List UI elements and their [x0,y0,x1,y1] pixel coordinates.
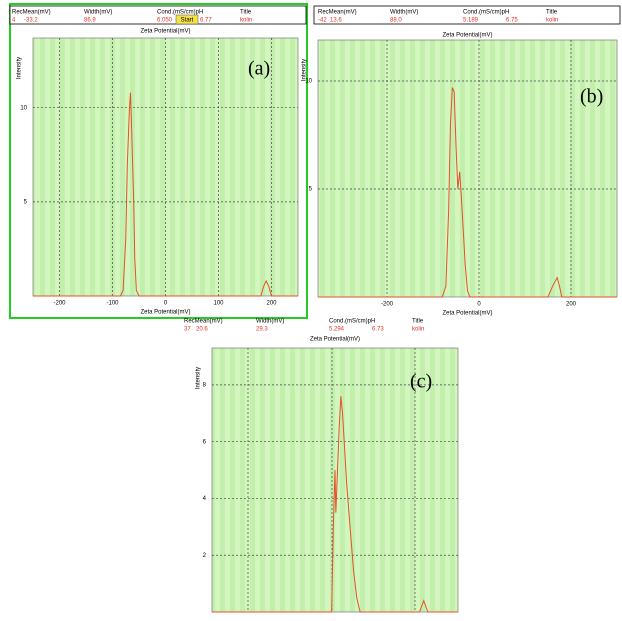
y-axis-label: Intensity [302,59,308,81]
y-axis-label: Intensity [196,367,202,389]
y-tick-label: 10 [20,105,27,111]
top-axis-label: Zeta Potential(mV) [310,337,360,343]
header-value: 13.6 [330,18,342,24]
header-label: Width(mV) [84,10,112,16]
header-value: 20.6 [196,327,208,333]
header-value: -33.2 [24,18,38,24]
data-line [318,87,617,298]
start-tooltip: Start [181,17,194,23]
y-tick-label: 5 [24,199,28,205]
header-value: 6.050 [157,18,173,24]
y-tick-label: 2 [203,553,207,559]
y-axis-label: Intensity [17,57,23,79]
start-tooltip-box [175,14,199,25]
header-label: Title [546,10,558,16]
header-label: Cond.(mS/cm)pH [329,319,375,325]
x-tick-label: 100 [213,301,224,307]
x-axis-label: Zeta Potential(mV) [140,310,190,316]
header-value: kolin [412,327,424,333]
x-tick-label: 0 [164,301,168,307]
data-line [33,92,298,297]
header-label: Title [412,319,424,325]
panel-label: (b) [580,86,603,108]
x-tick-label: -200 [53,301,66,307]
header-label: Width(mV) [390,10,418,16]
y-tick-label: 4 [203,496,207,502]
header-value: kolin [546,18,558,24]
header-value: kolin [240,18,252,24]
header-box [9,5,307,25]
header-value: 6.75 [506,18,518,24]
top-axis-label: Zeta Potential(mV) [140,29,190,35]
y-tick-label: 8 [203,382,207,388]
header-value: 6.73 [372,327,384,333]
selection-border [9,3,308,319]
x-tick-label: 200 [566,302,577,308]
header-label: Title [240,10,252,16]
header-value: 86.9 [84,18,96,24]
header-value: 6.77 [200,18,212,24]
header-label: Width(mV) [256,319,284,325]
panel-label: (c) [410,371,432,393]
y-tick-label: 6 [203,439,207,445]
header-label: Cond.(mS/cm)pH [463,10,509,16]
y-tick-label: 5 [309,187,313,193]
header-label: RecMean(mV) [12,10,51,16]
x-tick-label: 200 [266,301,277,307]
header-value: 37 [184,327,191,333]
header-value: 5.294 [329,327,345,333]
data-line [212,396,458,613]
y-tick-label: 10 [305,79,312,85]
x-axis-label: Zeta Potential(mV) [442,311,492,317]
header-label: RecMean(mV) [184,319,223,325]
header-value: 29.3 [256,327,268,333]
x-tick-label: -100 [106,301,119,307]
header-value: 4 [12,18,16,24]
header-label: Cond.(mS/cm)pH [157,10,203,16]
panel-label: (a) [248,58,270,80]
plot-area [317,39,618,298]
header-box [313,5,621,25]
header-value: 5.189 [463,18,479,24]
top-axis-label: Zeta Potential(mV) [442,33,492,39]
x-tick-label: -200 [381,302,394,308]
x-tick-label: 0 [477,302,481,308]
header-value: -42 [318,18,327,24]
header-label: RecMean(mV) [318,10,357,16]
header-value: 88.0 [390,18,402,24]
